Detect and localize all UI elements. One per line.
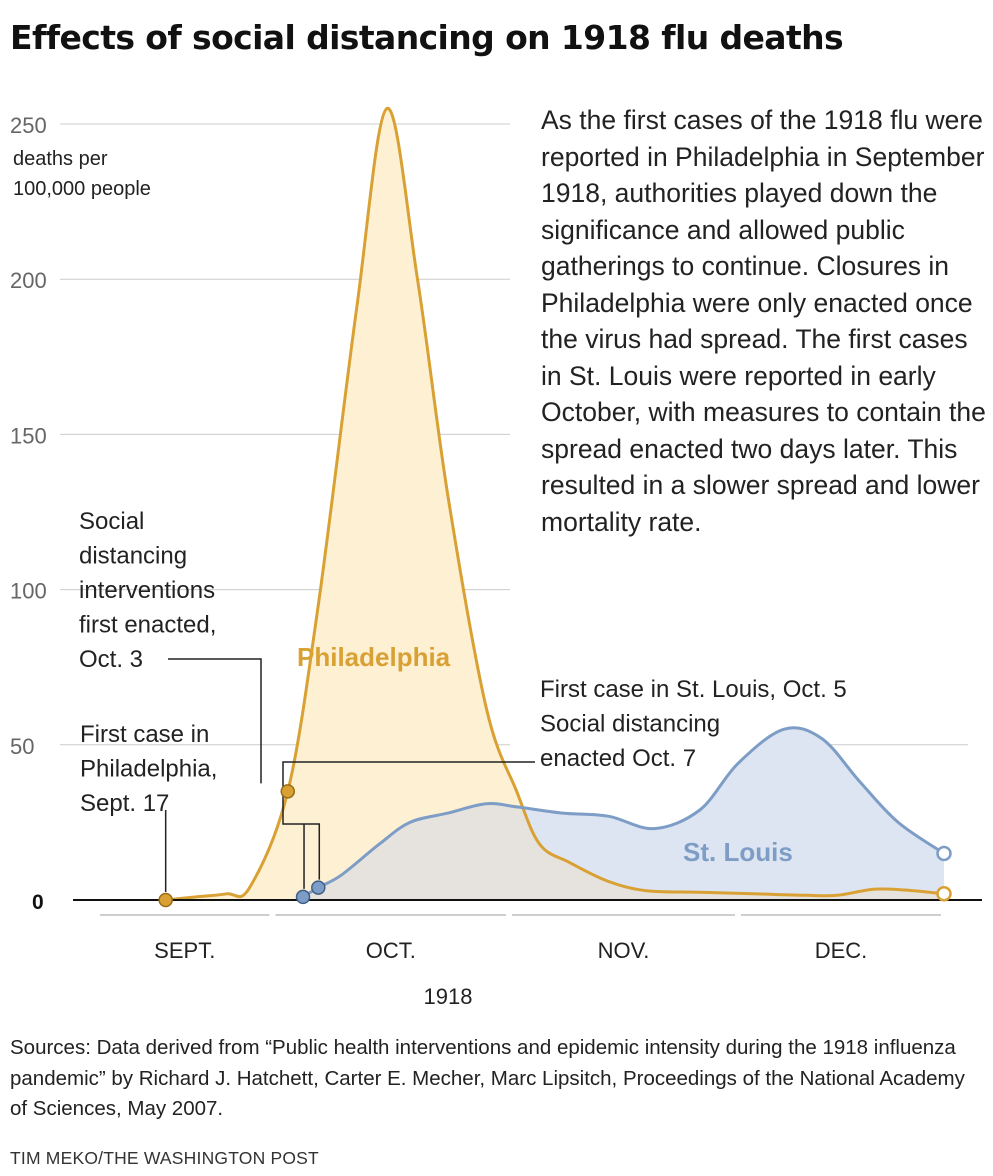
y-axis-label: deaths per bbox=[13, 148, 108, 170]
marker-st-louis-end bbox=[936, 845, 952, 862]
gridlines bbox=[60, 123, 968, 746]
annotation-philadelphia-intervention: first enacted, bbox=[79, 612, 216, 639]
st-louis-line bbox=[302, 726, 945, 899]
source-note: Sources: Data derived from “Public healt… bbox=[10, 1036, 965, 1120]
y-tick-label: 200 bbox=[10, 268, 47, 293]
y-tick-label: 100 bbox=[10, 579, 47, 604]
annotation-philadelphia-intervention: Oct. 3 bbox=[79, 646, 143, 673]
annotation-philadelphia-intervention: distancing bbox=[79, 543, 187, 570]
y-tick-label: 0 bbox=[32, 891, 44, 914]
marker-philadelphia-end bbox=[936, 886, 952, 902]
month-label: SEPT. bbox=[154, 938, 215, 963]
y-axis-label: 100,000 people bbox=[13, 178, 151, 200]
month-label: NOV. bbox=[598, 938, 650, 963]
marker-philadelphia-first-case bbox=[158, 892, 173, 908]
y-tick-label: 150 bbox=[10, 423, 47, 448]
annotation-philadelphia-first-case: Sept. 17 bbox=[80, 790, 169, 817]
annotation-st-louis: Social distancing bbox=[540, 711, 720, 738]
chart-description: As the first cases of the 1918 flu were … bbox=[541, 105, 986, 537]
series-label-philadelphia: Philadelphia bbox=[297, 642, 451, 672]
annotation-philadelphia-first-case: First case in bbox=[80, 721, 209, 748]
month-label: OCT. bbox=[366, 938, 416, 963]
annotation-philadelphia-first-case: Philadelphia, bbox=[80, 756, 217, 783]
philadelphia-area bbox=[165, 108, 945, 900]
y-tick-label: 250 bbox=[10, 113, 47, 138]
marker-philadelphia-intervention bbox=[280, 784, 296, 799]
x-axis: SEPT. OCT. NOV. DEC. 1918 bbox=[100, 914, 941, 1009]
y-axis: 250 200 150 100 50 0 deaths per 100,000 people bbox=[10, 113, 151, 914]
annotation-st-louis: enacted Oct. 7 bbox=[540, 745, 696, 772]
chart-title: Effects of social distancing on 1918 flu… bbox=[10, 18, 844, 57]
credit-line: TIM MEKO/THE WASHINGTON POST bbox=[10, 1148, 319, 1168]
series-label-st-louis: St. Louis bbox=[683, 837, 793, 867]
annotation-st-louis: First case in St. Louis, Oct. 5 bbox=[540, 676, 847, 703]
month-label: DEC. bbox=[815, 938, 868, 963]
leader-line-intervention bbox=[168, 658, 262, 784]
leader-line-st-louis bbox=[282, 761, 535, 889]
marker-st-louis-intervention bbox=[311, 880, 326, 895]
annotation-philadelphia-intervention: Social bbox=[79, 508, 144, 535]
y-tick-label: 50 bbox=[10, 734, 34, 759]
marker-st-louis-first-case bbox=[295, 889, 311, 905]
x-axis-label: 1918 bbox=[424, 984, 473, 1009]
annotation-philadelphia-intervention: interventions bbox=[79, 577, 215, 604]
